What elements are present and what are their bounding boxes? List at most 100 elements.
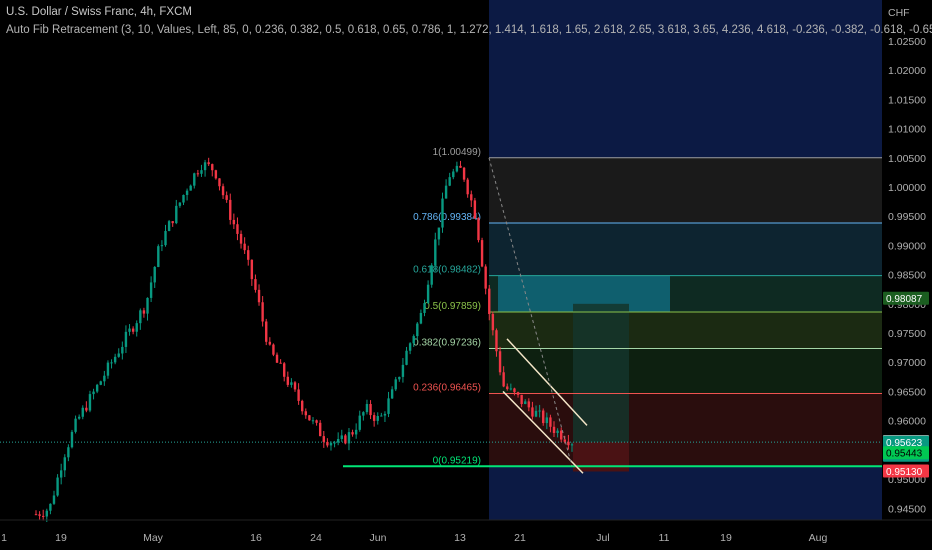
candle-body xyxy=(38,514,41,516)
x-tick-label: 19 xyxy=(55,532,67,544)
x-tick-label: 11 xyxy=(659,532,670,544)
candle-body xyxy=(560,430,563,440)
candle-body xyxy=(113,356,117,363)
candle-body xyxy=(434,239,437,266)
candle-body xyxy=(185,190,189,195)
fib-band xyxy=(489,393,882,467)
fib-band xyxy=(489,157,882,223)
x-tick-label: 21 xyxy=(514,532,526,544)
candle-body xyxy=(401,364,405,377)
candle-body xyxy=(196,173,200,175)
candle-body xyxy=(283,363,286,377)
y-tick-label: 1.02500 xyxy=(888,36,926,48)
candle-body xyxy=(279,362,282,364)
candle-body xyxy=(509,388,513,390)
y-tick-label: 0.96000 xyxy=(888,416,926,428)
candle-body xyxy=(59,470,63,478)
candle-body xyxy=(462,167,466,180)
candle-body xyxy=(247,250,250,260)
candle-body xyxy=(275,354,279,363)
candle-body xyxy=(203,162,207,171)
candle-body xyxy=(513,388,516,393)
candle-body xyxy=(146,297,149,314)
candle-body xyxy=(308,415,311,421)
candle-body xyxy=(545,417,549,424)
candle-body xyxy=(376,415,379,421)
candle-body xyxy=(243,243,246,251)
candle-body xyxy=(135,323,138,332)
candle-body xyxy=(34,514,38,516)
candle-body xyxy=(527,401,531,408)
candle-body xyxy=(491,314,495,331)
candle-body xyxy=(390,389,394,399)
candle-body xyxy=(531,407,534,417)
fib-level-label: 0.382(0.97236) xyxy=(413,337,481,348)
candle-body xyxy=(563,439,567,442)
candle-body xyxy=(236,224,239,234)
candle-body xyxy=(520,394,523,405)
x-tick-label: May xyxy=(143,532,164,544)
candle-body xyxy=(480,240,484,267)
candle-body xyxy=(473,200,477,219)
candle-body xyxy=(441,198,444,228)
candle-body xyxy=(372,415,376,421)
candle-body xyxy=(495,330,498,352)
candle-body xyxy=(398,376,401,380)
candle-body xyxy=(365,403,369,413)
y-tick-label: 1.01500 xyxy=(888,94,926,106)
candle-body xyxy=(408,343,412,351)
candle-body xyxy=(354,429,358,435)
candle-body xyxy=(207,162,210,165)
fib-level-label: 0.618(0.98482) xyxy=(413,265,481,276)
fib-band xyxy=(489,348,882,394)
candle-body xyxy=(88,394,92,411)
candle-body xyxy=(556,430,559,433)
candle-body xyxy=(470,194,473,201)
candle-body xyxy=(383,413,387,416)
x-tick-label: 16 xyxy=(250,532,262,544)
candle-body xyxy=(488,288,491,315)
candle-body xyxy=(193,173,196,186)
candle-body xyxy=(56,477,59,496)
candle-body xyxy=(178,202,182,206)
candle-body xyxy=(81,407,84,417)
candle-body xyxy=(45,510,48,517)
candle-body xyxy=(85,407,88,411)
candle-body xyxy=(419,312,423,324)
x-tick-label: 19 xyxy=(720,532,732,544)
candle-body xyxy=(394,379,397,390)
candle-body xyxy=(232,219,236,225)
candle-body xyxy=(315,420,318,423)
indicator-legend[interactable]: Auto Fib Retracement (3, 10, Values, Lef… xyxy=(6,24,932,36)
fib-level-label: 0.786(0.99384) xyxy=(413,212,481,223)
price-tag-label: 0.95130 xyxy=(886,467,923,478)
candle-body xyxy=(437,227,441,240)
candle-body xyxy=(567,441,570,446)
candle-body xyxy=(175,205,178,224)
candle-body xyxy=(459,165,462,168)
y-tick-label: 0.97000 xyxy=(888,357,926,369)
candle-body xyxy=(498,351,502,373)
candle-body xyxy=(200,170,203,174)
y-tick-label: 1.02000 xyxy=(888,65,926,77)
axis-currency-label: CHF xyxy=(888,7,910,19)
candle-body xyxy=(164,230,167,246)
fib-trend-line xyxy=(488,157,573,467)
fib-level-label: 0.5(0.97859) xyxy=(424,301,481,312)
candle-body xyxy=(358,415,361,430)
x-tick-label: 13 xyxy=(454,532,466,544)
candle-body xyxy=(153,266,156,283)
candle-body xyxy=(160,245,164,247)
y-tick-label: 1.00000 xyxy=(888,182,926,194)
candle-body xyxy=(369,403,372,416)
candle-body xyxy=(218,178,221,187)
candle-body xyxy=(214,170,218,179)
candle-body xyxy=(110,362,113,364)
candle-body xyxy=(95,384,99,392)
candle-body xyxy=(534,410,538,417)
price-tag xyxy=(883,291,929,305)
candle-body xyxy=(268,341,272,345)
candle-body xyxy=(549,417,552,427)
